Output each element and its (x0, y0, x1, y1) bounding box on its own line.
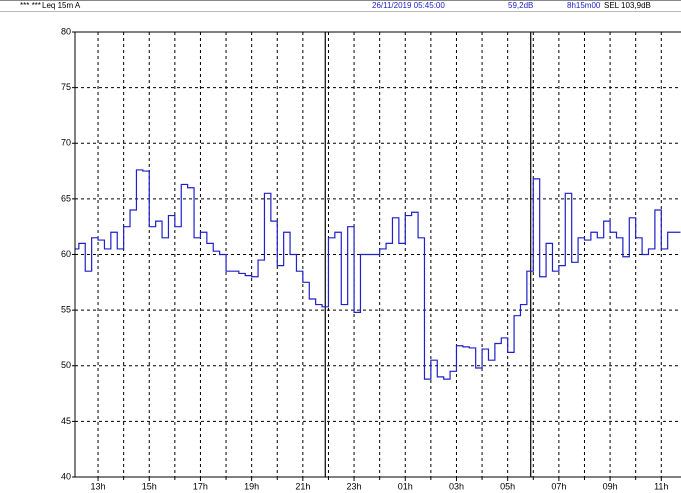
x-tick-label: 13h (91, 481, 106, 491)
x-tick-label: 01h (398, 481, 413, 491)
data-line (75, 169, 681, 380)
sel: SEL 103,9dB (604, 1, 651, 10)
y-tick-label: 45 (61, 416, 71, 426)
plot-area (75, 32, 681, 478)
indicator: Leq 15m A (42, 1, 81, 10)
y-tick-label: 50 (61, 360, 71, 370)
y-tick-label: 70 (61, 138, 71, 148)
x-tick-label: 23h (347, 481, 362, 491)
cursor-time: 26/11/2019 05:45:00 (372, 1, 445, 10)
x-tick-label: 11h (654, 481, 668, 491)
y-tick-label: 80 (61, 26, 71, 36)
duration: 8h15m00 (567, 1, 601, 10)
y-tick-label: 65 (61, 193, 71, 203)
x-tick-label: 05h (500, 481, 515, 491)
y-tick-label: 55 (61, 305, 71, 315)
channel: *** *** (20, 1, 41, 10)
cursor-value: 59,2dB (508, 1, 533, 10)
x-tick-label: 07h (551, 481, 566, 491)
x-tick-label: 03h (449, 481, 464, 491)
y-tick-label: 75 (61, 82, 71, 92)
y-tick-label: 60 (61, 249, 71, 259)
x-tick-label: 09h (603, 481, 618, 491)
x-tick-label: 17h (193, 481, 208, 491)
x-tick-label: 19h (244, 481, 259, 491)
y-tick-label: 40 (61, 471, 71, 481)
x-tick-label: 15h (142, 481, 157, 491)
x-tick-label: 21h (295, 481, 310, 491)
